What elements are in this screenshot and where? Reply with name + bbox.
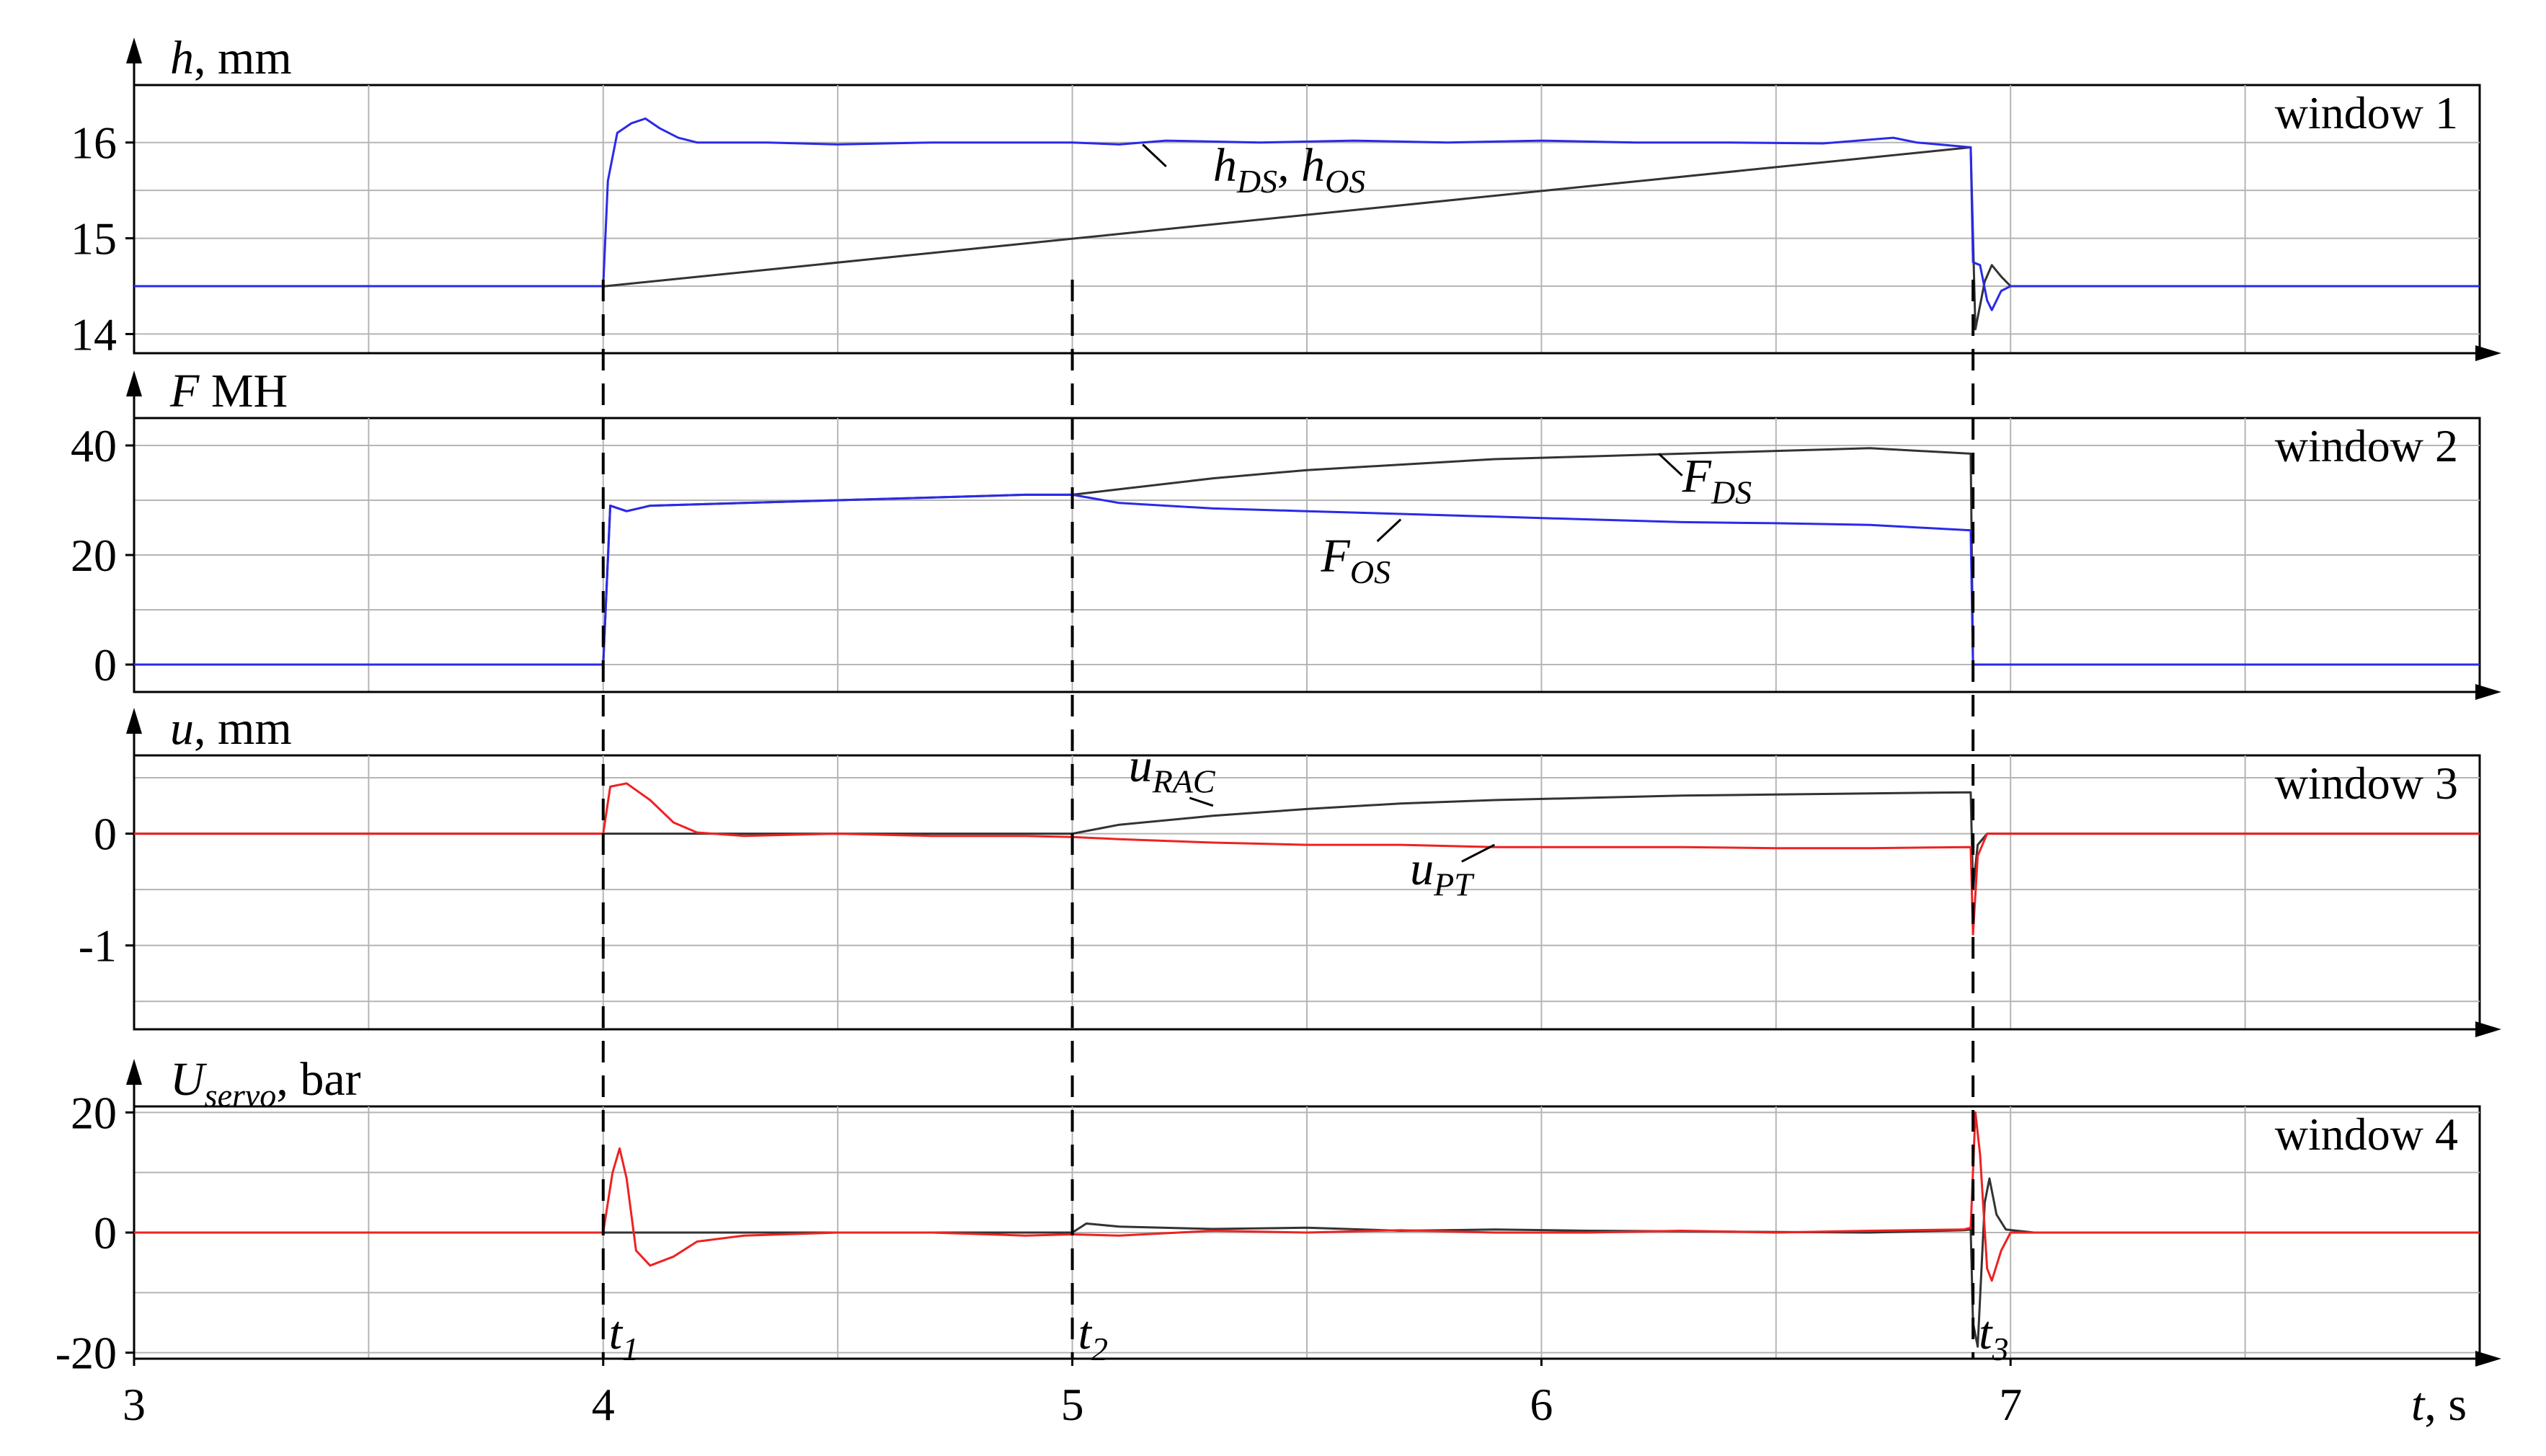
y-tick-label: -20 xyxy=(56,1328,117,1379)
y-tick-label: 40 xyxy=(71,420,117,471)
y-axis-arrow xyxy=(126,1059,142,1085)
y-tick-label: 15 xyxy=(71,213,117,265)
annotation-leader xyxy=(1658,453,1683,476)
event-marker-label-t1: t1​ xyxy=(609,1307,639,1367)
series-line-2 xyxy=(134,117,2480,311)
series-annotation: FOS​ xyxy=(1321,530,1391,590)
series-annotation: FDS​ xyxy=(1682,450,1752,511)
annotation-leader xyxy=(1142,143,1167,168)
x-tick-label: 4 xyxy=(592,1379,615,1430)
series-annotation: uPT​ xyxy=(1410,842,1475,902)
panel-4: 20 0 -20 Uservo​, bar window 4 xyxy=(56,1053,2501,1379)
y-axis-arrow xyxy=(126,708,142,734)
y-tick-label: -1 xyxy=(79,920,117,972)
event-marker-label-t2: t2​ xyxy=(1078,1307,1108,1367)
x-tick-label: 5 xyxy=(1061,1379,1084,1430)
x-axis-arrow xyxy=(2475,345,2501,361)
y-tick-label: 14 xyxy=(71,308,117,360)
y-axis-arrow xyxy=(126,37,142,63)
x-axis-arrow xyxy=(2475,1351,2501,1367)
x-axis-arrow xyxy=(2475,1021,2501,1037)
y-tick-label: 0 xyxy=(94,639,117,691)
annotation-leader xyxy=(1189,796,1214,807)
y-axis-label: Uservo​, bar xyxy=(170,1053,361,1114)
annotation-leader xyxy=(1376,518,1402,543)
series-annotation: uRAC​ xyxy=(1129,740,1216,800)
x-tick-label: 6 xyxy=(1530,1379,1553,1430)
x-axis-arrow xyxy=(2475,684,2501,700)
y-tick-label: 0 xyxy=(94,1207,117,1259)
y-axis-label: h, mm xyxy=(170,32,292,84)
y-tick-label: 20 xyxy=(71,530,117,581)
y-axis-arrow xyxy=(126,370,142,396)
window-label: window 3 xyxy=(2275,758,2458,809)
panel-1: 14 15 16 h, mm window 1 hDS​, hOS​ xyxy=(71,32,2501,361)
series-annotation: hDS​, hOS​ xyxy=(1213,139,1365,200)
series-line-2 xyxy=(134,493,2480,666)
panel-3: 0 -1 u, mm window 3 uRAC​ uPT​ xyxy=(79,702,2501,1037)
y-tick-label: 0 xyxy=(94,809,117,860)
panel-2: 0 20 40 F MH window 2 FDS​ FOS​ xyxy=(71,365,2501,700)
x-axis-label: t, s xyxy=(2411,1378,2467,1431)
series-line-2 xyxy=(134,1111,2480,1282)
x-tick-label: 3 xyxy=(123,1379,146,1430)
y-axis-label: u, mm xyxy=(170,702,292,755)
window-label: window 1 xyxy=(2275,87,2458,138)
y-tick-label: 16 xyxy=(71,117,117,169)
y-tick-label: 20 xyxy=(71,1087,117,1138)
y-axis-label: F MH xyxy=(169,365,288,417)
event-marker-label-t3: t3​ xyxy=(1979,1307,2008,1367)
x-tick-label: 7 xyxy=(1999,1379,2022,1430)
annotation-leader xyxy=(1461,843,1496,863)
window-label: window 4 xyxy=(2275,1109,2458,1160)
window-label: window 2 xyxy=(2275,420,2458,471)
series-line-2 xyxy=(134,782,2480,936)
